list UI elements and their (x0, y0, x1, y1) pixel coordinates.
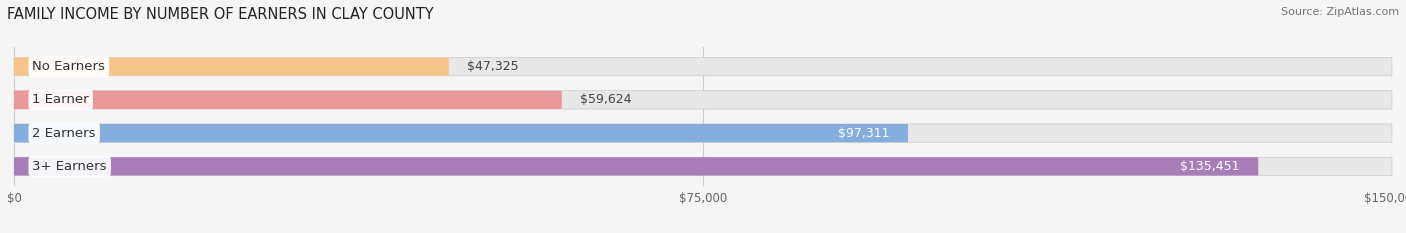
Text: 3+ Earners: 3+ Earners (32, 160, 107, 173)
Text: $47,325: $47,325 (467, 60, 519, 73)
FancyBboxPatch shape (14, 124, 1392, 142)
Text: $135,451: $135,451 (1181, 160, 1240, 173)
Text: FAMILY INCOME BY NUMBER OF EARNERS IN CLAY COUNTY: FAMILY INCOME BY NUMBER OF EARNERS IN CL… (7, 7, 433, 22)
FancyBboxPatch shape (14, 157, 1392, 176)
FancyBboxPatch shape (14, 91, 1392, 109)
FancyBboxPatch shape (14, 124, 908, 142)
Text: 1 Earner: 1 Earner (32, 93, 89, 106)
FancyBboxPatch shape (14, 91, 562, 109)
FancyBboxPatch shape (14, 57, 1392, 76)
FancyBboxPatch shape (14, 157, 1258, 176)
Text: Source: ZipAtlas.com: Source: ZipAtlas.com (1281, 7, 1399, 17)
Text: $97,311: $97,311 (838, 127, 890, 140)
Text: No Earners: No Earners (32, 60, 105, 73)
FancyBboxPatch shape (14, 57, 449, 76)
Text: 2 Earners: 2 Earners (32, 127, 96, 140)
Text: $59,624: $59,624 (581, 93, 631, 106)
